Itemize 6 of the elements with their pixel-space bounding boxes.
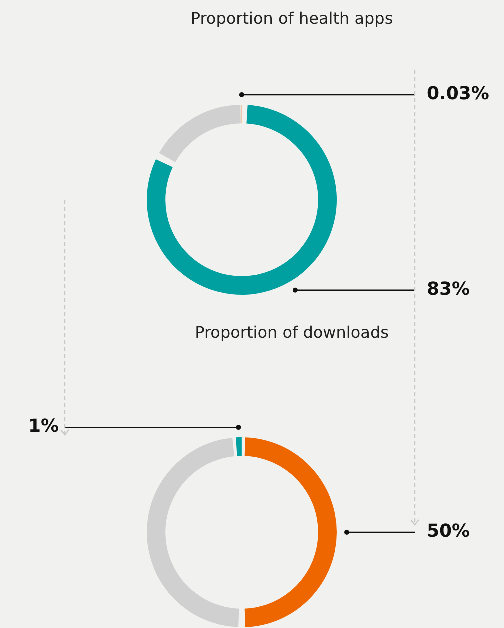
data-label: 50% bbox=[427, 521, 470, 542]
data-label: 1% bbox=[28, 416, 59, 438]
data-label: 0.03% bbox=[427, 84, 490, 105]
chart-title: Proportion of health apps bbox=[190, 9, 394, 28]
chart-title: Proportion of downloads bbox=[195, 323, 389, 342]
data-label: 83% bbox=[427, 279, 470, 300]
